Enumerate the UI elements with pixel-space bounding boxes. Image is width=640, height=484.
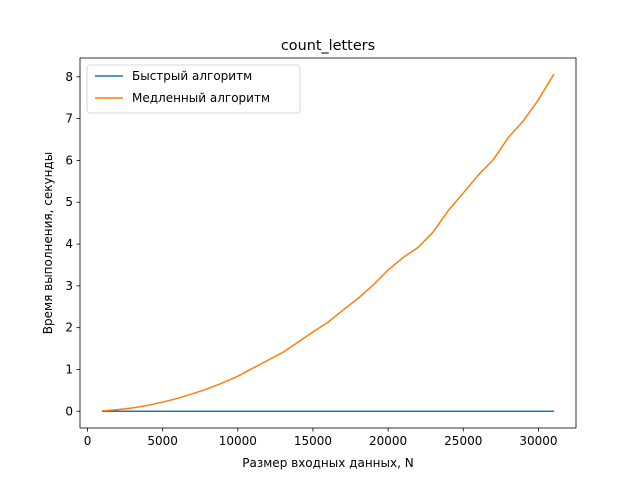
legend-label-fast: Быстрый алгоритм: [132, 69, 252, 83]
x-tick-label: 25000: [444, 434, 482, 448]
series-line-slow: [101, 73, 555, 412]
y-tick-label: 0: [65, 404, 73, 418]
x-tick-label: 30000: [519, 434, 557, 448]
x-tick-label: 20000: [369, 434, 407, 448]
x-axis: 0 5000 10000 15000 20000 25000 30000: [84, 428, 558, 448]
x-axis-label: Размер входных данных, N: [242, 456, 413, 470]
series-layer: [101, 73, 555, 413]
y-tick-label: 4: [65, 237, 73, 251]
legend: Быстрый алгоритм Медленный алгоритм: [86, 64, 301, 114]
legend-box: [86, 64, 301, 114]
y-tick-label: 3: [65, 279, 73, 293]
y-tick-label: 5: [65, 195, 73, 209]
x-tick-label: 5000: [147, 434, 178, 448]
y-axis-label: Время выполнения, секунды: [41, 152, 55, 334]
y-tick-label: 6: [65, 153, 73, 167]
chart-title: count_letters: [281, 38, 375, 54]
plot-frame: [79, 57, 577, 429]
y-tick-label: 8: [65, 70, 73, 84]
y-tick-label: 7: [65, 112, 73, 126]
y-tick-label: 2: [65, 321, 73, 335]
x-tick-label: 15000: [294, 434, 332, 448]
x-tick-label: 10000: [219, 434, 257, 448]
legend-label-slow: Медленный алгоритм: [132, 91, 270, 105]
x-tick-label: 0: [84, 434, 92, 448]
y-axis: 0 1 2 3 4 5 6 7 8: [65, 70, 80, 418]
y-tick-label: 1: [65, 362, 73, 376]
